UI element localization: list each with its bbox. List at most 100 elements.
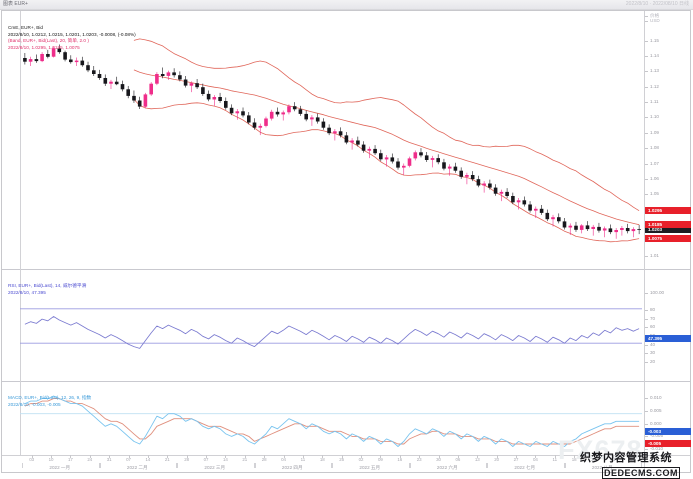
date-axis-day-tick: 07 [201,455,211,463]
date-axis-day-tick: 21 [162,455,172,463]
date-axis-month-bracket [409,463,487,468]
price-panel-plot [23,38,641,243]
watermark-dedecms: DEDECMS.COM [602,467,681,479]
bollinger-legend-params[interactable]: (Band, EUR+, Bid(Last), 20, 简单, 2.0 ) [8,38,136,45]
date-axis-day-tick: 04 [279,455,289,463]
date-axis-day-tick: 11 [550,455,560,463]
macd-panel-plot [20,395,642,447]
rsi-legend-params: RSI, EUR+, Bid(Last), 14, 威尔德平滑 [8,283,87,288]
price-scale-tick: 1.10 [645,114,691,120]
date-axis-day-tick: 11 [298,455,308,463]
date-axis-month-label: 2022 五月 [359,465,381,470]
current-price-badge: 1.0203 [645,226,691,234]
panel-separator-rsi-macd [2,381,690,382]
rsi-legend-value: 2022/8/10, 47.395 [8,289,46,295]
date-axis-month-label: 2022 一月 [49,465,71,470]
date-axis-month-bracket [99,463,177,468]
date-axis-day-tick: 25 [337,455,347,463]
rsi-legend[interactable]: RSI, EUR+, Bid(Last), 14, 威尔德平滑 2022/8/1… [8,283,86,296]
price-scale-unit: USD [645,18,691,24]
price-scale-tick: 1.01 [645,253,691,259]
left-axis-line [20,11,21,456]
date-axis-day-tick: 25 [589,455,599,463]
date-axis-day-tick: 04 [530,455,540,463]
date-axis-day-tick: 30 [434,455,444,463]
macd-scale-tick: -0.005 [645,433,691,439]
date-axis-day-tick: 23 [414,455,424,463]
right-price-scale[interactable]: 1.15 1.14 1.13 1.12 1.11 1.10 1.09 1.08 1.07 1.06… [644,11,691,472]
price-scale-tick: 1.05 [645,191,691,197]
price-scale-tick: 1.14 [645,53,691,59]
date-axis-month-bracket [487,463,565,468]
date-axis-day-tick: 03 [27,455,37,463]
price-scale-header: 价格 [645,13,691,19]
price-scale-tick: 1.09 [645,130,691,136]
watermark-fx678: FX678 [558,435,643,465]
date-axis-month-bracket [564,463,642,468]
date-axis-day-tick: 01 [608,455,618,463]
date-axis-month-label: 2022 二月 [126,465,148,470]
date-axis-day-tick: 24 [85,455,95,463]
date-axis-month-bracket [22,463,100,468]
titlebar-right-label: 2022/8/10 · 2022/08/10 日线 [625,1,689,7]
price-scale-tick: 1.08 [645,145,691,151]
price-legend: CmE, EUR+, Bid 2022/8/10, 1.0212, 1.0215… [8,25,136,51]
rsi-value-badge: 47.395 [645,335,691,343]
date-axis-day-tick: 10 [46,455,56,463]
date-axis-day-tick: 20 [492,455,502,463]
date-axis-day-tick: 28 [259,455,269,463]
date-axis-day-tick: 31 [104,455,114,463]
window-titlebar: 图表 EUR+ 2022/8/10 · 2022/08/10 日线 [0,0,693,10]
rsi-scale-tick: 80 [645,307,691,313]
macd-scale-tick: 0.000 [645,421,691,427]
date-axis-day-tick: 02 [356,455,366,463]
bollinger-mid-badge: 1.0185 [645,221,691,229]
date-axis-day-tick: 09 [375,455,385,463]
macd-legend-params: MACD, EUR+, Bid(Last), 12, 26, 9, 指数 [8,395,92,400]
price-legend-ohlc: 2022/8/10, 1.0212, 1.0215, 1.0201, 1.020… [8,31,136,37]
date-axis-day-tick: 07 [124,455,134,463]
macd-scale-tick: -0.010 [645,446,691,452]
price-scale-tick: 1.15 [645,38,691,44]
date-axis-day-tick: 06 [453,455,463,463]
date-axis-month-bracket [177,463,255,468]
rsi-scale-tick: 40 [645,342,691,348]
bollinger-legend-text: (Band, EUR+, Bid(Last), 20, 简单, 2.0 ) [8,38,89,43]
rsi-scale-tick: 60 [645,324,691,330]
date-axis-day-tick: 14 [143,455,153,463]
date-axis-day-tick: 16 [395,455,405,463]
bollinger-upper-badge: 1.0295 [645,207,691,215]
date-axis-day-tick: 14 [220,455,230,463]
bollinger-legend-values: 2022/8/10, 1.0295, 1.0185, 1.0075 [8,44,80,50]
date-axis-day-tick: 18 [569,455,579,463]
rsi-scale-tick: 30 [645,350,691,356]
macd-legend-value: 2022/8/10, -0.003, -0.005 [8,401,61,407]
date-axis-day-tick: 28 [182,455,192,463]
price-scale-tick: 1.13 [645,68,691,74]
rsi-panel-plot [20,308,642,349]
date-axis-month-label: 2022 四月 [281,465,303,470]
price-scale-tick: 1.11 [645,99,691,105]
rsi-scale-tick: 70 [645,316,691,322]
date-axis-day-tick: 13 [472,455,482,463]
panel-separator-price-rsi [2,269,690,270]
titlebar-left-label: 图表 EUR+ [3,1,28,7]
date-axis-day-tick: 17 [65,455,75,463]
price-scale-tick: 1.12 [645,84,691,90]
macd-scale-tick: 0.005 [645,408,691,414]
chart-frame[interactable]: CmE, EUR+, Bid 2022/8/10, 1.0212, 1.0215… [1,10,691,479]
watermark-chinese: 织梦内容管理系统 [580,451,672,464]
macd-legend[interactable]: MACD, EUR+, Bid(Last), 12, 26, 9, 指数 202… [8,395,91,408]
date-axis-month-label: 2022 三月 [204,465,226,470]
date-axis-month-label: 2022 六月 [436,465,458,470]
price-scale-tick: 1.07 [645,161,691,167]
date-axis-day-tick: 21 [240,455,250,463]
date-axis[interactable]: 03 10 17 24 31 07 14 21 28 07 14 21 28 04 11 18 25 02 09 16… [2,455,690,472]
date-axis-month-label: 2022 七月 [514,465,536,470]
rsi-scale-tick: 100.00 [645,290,691,296]
macd-scale-tick: 0.010 [645,395,691,401]
date-axis-month-bracket [332,463,410,468]
macd-value-badge: -0.003 [645,427,691,435]
rsi-scale-tick: 20 [645,359,691,365]
